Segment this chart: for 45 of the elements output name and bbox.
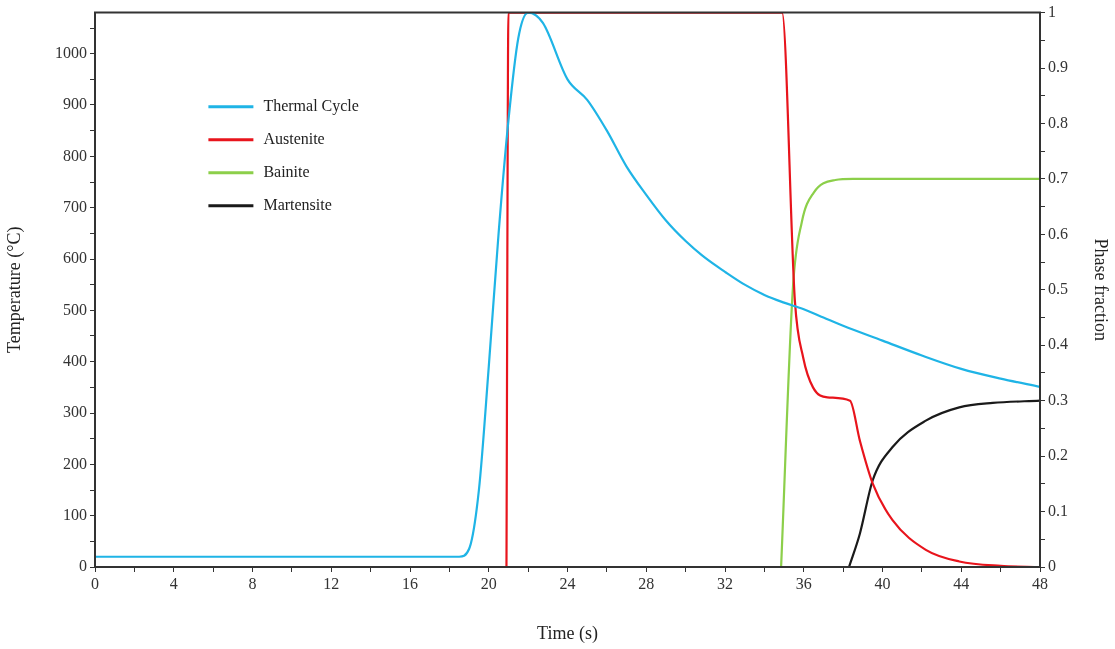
y2-tick-label: 0.5 [1048, 280, 1068, 297]
line-series [95, 12, 1040, 558]
x-tick-label: 32 [717, 574, 733, 592]
x-tick-label: 36 [795, 574, 812, 592]
legend-label: Austenite [263, 130, 325, 148]
x-tick-label: 28 [638, 574, 655, 592]
y-tick-label: 400 [63, 351, 87, 369]
x-tick-label: 8 [248, 574, 257, 592]
y2-tick-label: 0.8 [1048, 113, 1068, 131]
x-tick-label: 12 [323, 574, 340, 592]
x-tick-label: 24 [559, 574, 576, 592]
y2-tick-label: 1 [1048, 2, 1056, 20]
y2-tick-label: 0.4 [1048, 335, 1068, 353]
y2-tick-label: 0.1 [1048, 501, 1068, 519]
y-axis-title: Temperature (°C) [3, 226, 25, 353]
x-tick-label: 20 [480, 574, 497, 592]
y-tick-label: 1000 [55, 43, 87, 61]
y2-axis-title: Phase fraction [1091, 238, 1112, 342]
y2-tick-label: 0.3 [1048, 390, 1068, 408]
y2-tick-label: 0.7 [1048, 169, 1068, 187]
y-tick-label: 300 [63, 403, 87, 421]
x-tick-label: 44 [953, 574, 970, 592]
line-series [780, 177, 1040, 567]
y2-tick-label: 0.9 [1048, 58, 1068, 76]
y-tick-label: 600 [63, 249, 87, 267]
y-tick-label: 700 [63, 197, 87, 215]
y-tick-label: 900 [63, 95, 87, 113]
legend-label: Bainite [263, 163, 310, 181]
x-axis-title: Time (s) [537, 622, 598, 644]
y-tick-label: 100 [63, 505, 87, 523]
y-tick-label: 500 [63, 300, 87, 318]
y2-tick-label: 0.2 [1048, 446, 1068, 464]
y-tick-label: 200 [63, 454, 87, 472]
x-tick-label: 48 [1032, 574, 1048, 592]
legend-label: Thermal Cycle [263, 97, 359, 116]
x-tick-label: 0 [91, 574, 99, 592]
x-tick-label: 40 [874, 574, 891, 592]
legend-label: Martensite [263, 196, 332, 214]
y-tick-label: 0 [79, 557, 87, 575]
y2-tick-label: 0 [1048, 557, 1056, 575]
x-tick-label: 16 [402, 574, 418, 592]
y2-tick-label: 0.6 [1048, 224, 1068, 242]
y-tick-label: 800 [63, 146, 87, 164]
line-series [847, 399, 1040, 567]
x-tick-label: 4 [169, 574, 178, 592]
